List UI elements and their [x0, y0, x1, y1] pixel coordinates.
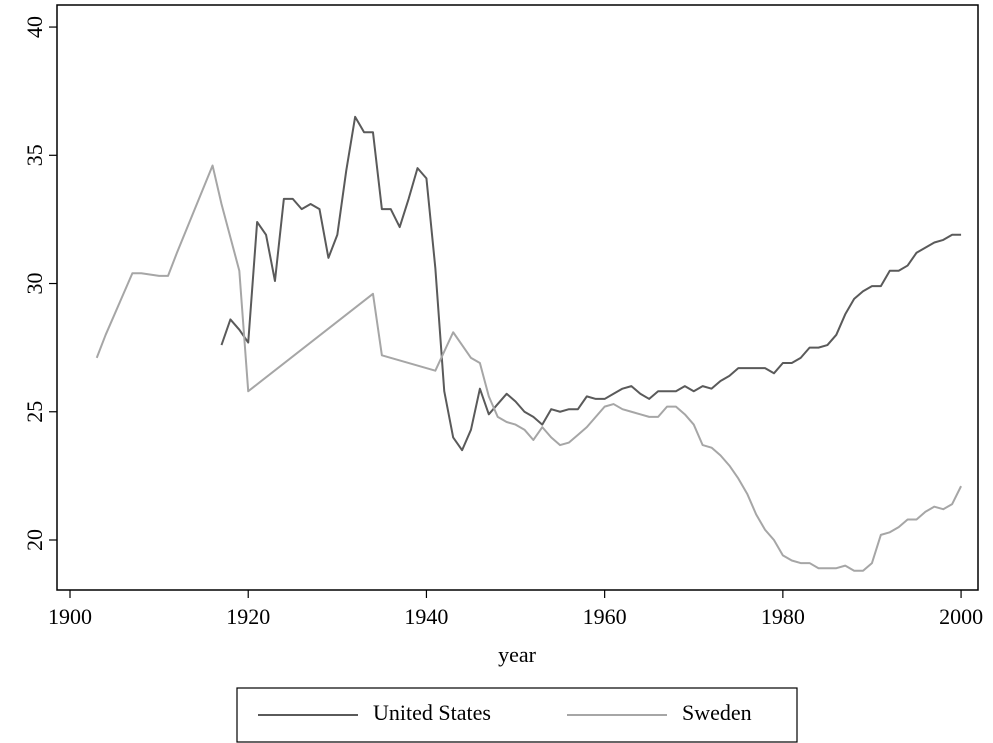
x-tick-label: 2000: [939, 604, 983, 629]
y-tick-label: 30: [22, 273, 47, 295]
x-tick-label: 1980: [761, 604, 805, 629]
x-tick-label: 1960: [583, 604, 627, 629]
y-tick-label: 40: [22, 16, 47, 38]
x-axis-label: year: [498, 642, 537, 667]
y-tick-label: 20: [22, 529, 47, 551]
data-line: [220, 115, 962, 452]
y-tick-label: 25: [22, 401, 47, 423]
legend-label: Sweden: [682, 700, 752, 725]
x-tick-label: 1900: [48, 604, 92, 629]
plot-frame: [56, 4, 979, 591]
y-tick-label: 35: [22, 144, 47, 166]
x-tick-label: 1920: [226, 604, 270, 629]
data-line: [95, 164, 962, 572]
x-tick-label: 1940: [404, 604, 448, 629]
legend-label: United States: [373, 700, 491, 725]
